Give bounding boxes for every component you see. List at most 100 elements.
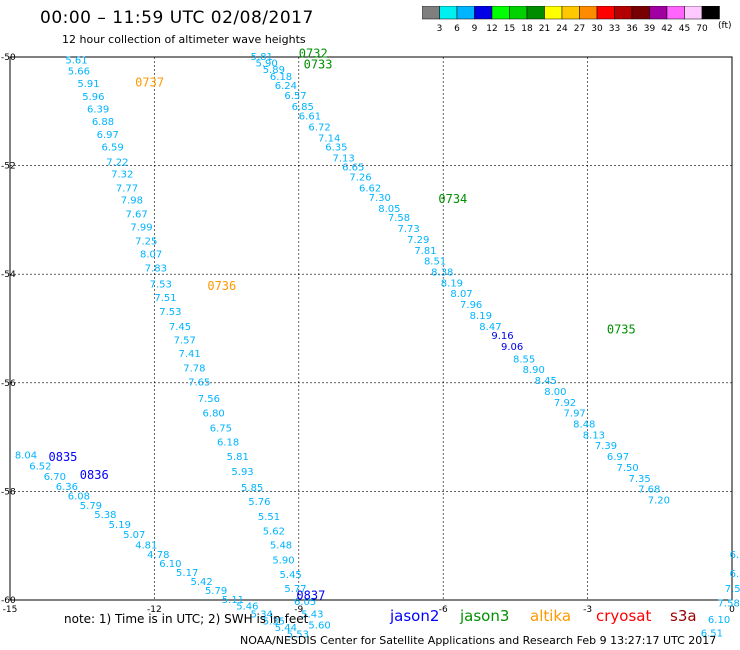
wave-height-value: 5.51 [258,512,280,523]
wave-height-value: 5.85 [241,483,263,494]
wave-height-value: 6.88 [92,117,114,128]
wave-height-value: 7.41 [178,349,200,360]
wave-height-value: 6.24 [275,81,297,92]
wave-height-value: 8.07 [140,250,162,261]
wave-height-value: 6.18 [270,72,292,83]
wave-height-value: 5.79 [80,501,102,512]
x-tick-label: -12 [147,605,162,615]
wave-height-value: 6.51 [701,629,723,640]
wave-height-value: 7.92 [554,398,576,409]
wave-height-value: 7.58 [388,213,410,224]
wave-height-value: 5.77 [284,584,306,595]
wave-height-value: 7.13 [332,153,354,164]
wave-height-value: 5.60 [308,620,330,631]
y-tick-label: -60 [1,596,16,606]
wave-height-value: 8.47 [479,322,501,333]
wave-height-value: 7.26 [349,172,371,183]
color-scale-label: 39 [644,24,656,34]
wave-height-value: 6.52 [29,461,51,472]
wave-height-value: 5.48 [270,541,292,552]
track-time-label: 0732 [299,47,328,61]
mission-legend-item: altika [530,607,572,625]
wave-height-value: 8.04 [15,450,37,461]
x-tick-label: 0 [729,605,735,615]
color-scale-label: 33 [609,24,620,34]
wave-height-value: 8.45 [535,376,557,387]
wave-height-value: 8.07 [450,289,472,300]
wave-height-value: 5.91 [77,79,99,90]
wave-height-value: 8.48 [573,420,595,431]
wave-height-value: 5.89 [263,65,285,76]
wave-height-value: 7.14 [318,133,340,144]
wave-height-value: 6.08 [68,492,90,503]
mission-legend-item: s3a [670,607,697,625]
wave-height-value: 4.81 [135,541,157,552]
wave-height-value: 6.50 [730,569,740,580]
color-swatch [701,6,720,20]
wave-height-value: 7.58 [718,599,740,610]
y-tick-label: -54 [1,270,16,280]
y-tick-label: -58 [1,487,16,497]
wave-height-value: 8.90 [523,365,545,376]
wave-height-value: 8.13 [583,430,605,441]
color-scale-label: 21 [539,24,550,34]
track-time-label: 0733 [304,58,333,72]
track-time-label: 0835 [49,450,78,464]
wave-height-value: 5.81 [227,452,249,463]
track-time-label: 0737 [135,75,164,89]
y-tick-label: -52 [1,162,16,172]
wave-height-value: 6.97 [97,130,119,141]
wave-height-value: 5.45 [280,570,302,581]
wave-height-value: 5.35 [263,617,285,628]
wave-height-value: 7.73 [397,224,419,235]
wave-height-value: 5.93 [231,467,253,478]
wave-height-value: 5.19 [109,520,131,531]
wave-height-value: 7.20 [648,496,670,507]
color-scale-label: 42 [661,24,672,34]
wave-height-value: 8.05 [378,204,400,215]
wave-height-value: 7.99 [130,222,152,233]
x-tick-label: -3 [583,605,592,615]
wave-height-value: 6.97 [607,452,629,463]
wave-height-value: 6.62 [359,183,381,194]
color-scale-label: 18 [521,24,533,34]
wave-height-value: 8.38 [431,267,453,278]
y-tick-label: -56 [1,379,16,389]
wave-height-value: 5.43 [301,610,323,621]
wave-height-value: 7.65 [188,378,210,389]
wave-height-value: 7.45 [169,322,191,333]
color-scale-legend: 3 6 9 12 15 18 21 24 27 30 33 36 39 42 45 70 [422,6,720,34]
wave-height-value: 6.35 [325,143,347,154]
x-tick-label: -9 [294,605,303,615]
wave-height-value: 5.53 [287,630,309,641]
wave-height-value: 4.78 [147,550,169,561]
wave-height-value: 5.79 [205,586,227,597]
wave-height-value: 7.39 [595,441,617,452]
track-time-label: 0734 [438,192,467,206]
wave-height-value: 5.62 [263,526,285,537]
wave-height-value: 8.55 [513,354,535,365]
color-scale-label: 9 [472,24,478,34]
wave-height-value: 7.57 [174,335,196,346]
wave-height-value: 6.57 [284,91,306,102]
wave-height-value: 5.44 [275,623,297,634]
track-time-label: 0836 [80,468,109,482]
mission-legend-item: cryosat [596,607,652,625]
wave-height-value: 7.97 [564,409,586,420]
wave-height-value: 6.10 [708,615,730,626]
wave-height-value: 6.50 [730,550,740,561]
x-tick-label: -6 [439,605,448,615]
wave-height-value: 5.34 [251,610,273,621]
wave-height-value: 6.80 [203,409,225,420]
wave-height-value: 7.25 [135,237,157,248]
track-time-label: 0736 [207,279,236,293]
wave-height-value: 7.83 [145,264,167,275]
chart-subtitle: 12 hour collection of altimeter wave hei… [62,33,306,46]
track-time-label: 0735 [607,323,636,337]
wave-height-value: 7.96 [460,300,482,311]
wave-height-value: 7.32 [111,170,133,181]
wave-height-value: 6.70 [44,472,66,483]
wave-height-value: 8.51 [424,257,446,268]
wave-height-value: 9.06 [501,342,523,353]
wave-height-value: 6.05 [294,597,316,608]
